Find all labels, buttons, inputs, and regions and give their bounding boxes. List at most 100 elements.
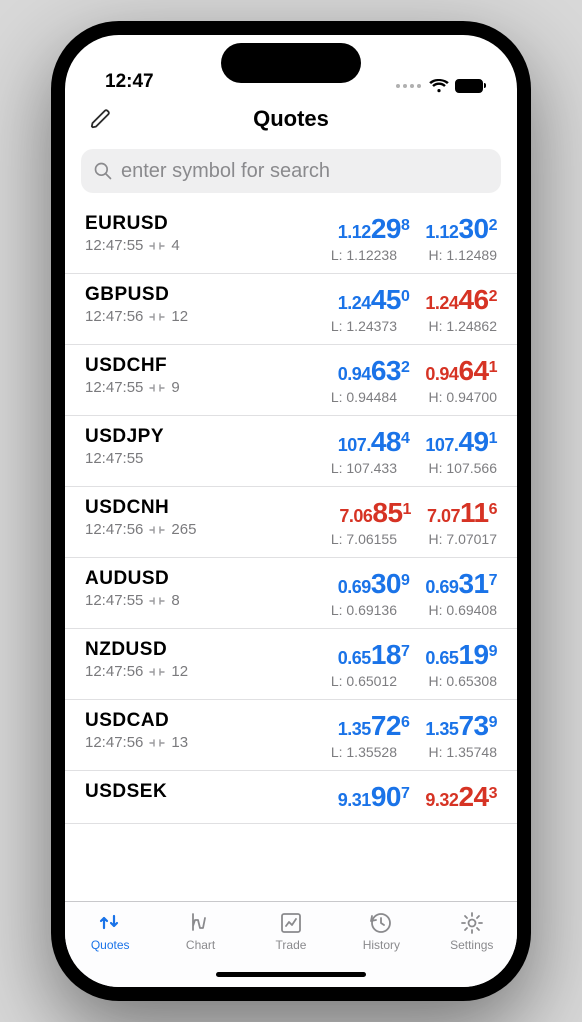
symbol: USDCAD [85, 710, 188, 732]
history-icon [366, 910, 396, 936]
low-high: L: 0.69136H: 0.69408 [313, 602, 497, 618]
quote-row[interactable]: AUDUSD 12:47:558 0.69309 0.69317 L: 0.69… [65, 558, 517, 629]
quote-row[interactable]: USDSEK 9.31907 9.32243 [65, 771, 517, 824]
price: 0.69309 [338, 568, 410, 600]
symbol: USDCNH [85, 497, 196, 519]
symbol: USDJPY [85, 426, 164, 448]
spread-value: 8 [171, 592, 179, 609]
spread-value: 4 [171, 237, 179, 254]
tab-settings[interactable]: Settings [436, 910, 508, 952]
spread-icon [149, 738, 165, 748]
quote-row[interactable]: GBPUSD 12:47:5612 1.24450 1.24462 L: 1.2… [65, 274, 517, 345]
tab-label: Settings [450, 938, 493, 952]
quote-row[interactable]: USDCHF 12:47:55 9 0.94632 0.94641 L: 0.94… [65, 345, 517, 416]
spread-icon [149, 383, 165, 393]
tab-trade[interactable]: Trade [255, 910, 327, 952]
quote-row[interactable]: USDJPY 12:47:55 107.484 107.491 L: 107.4… [65, 416, 517, 487]
quote-meta: 12:47:55 4 [85, 237, 180, 254]
spread-value: 9 [171, 379, 179, 396]
price: 0.69317 [425, 568, 497, 600]
price: 1.12298 [338, 213, 410, 245]
quote-time: 12:47:55 [85, 237, 143, 254]
search-placeholder: enter symbol for search [121, 160, 330, 183]
status-right [396, 79, 483, 93]
quote-row[interactable]: NZDUSD 12:47:5612 0.65187 0.65199 L: 0.6… [65, 629, 517, 700]
symbol: AUDUSD [85, 568, 180, 590]
price: 0.94632 [338, 355, 410, 387]
low-high: L: 1.12238H: 1.12489 [313, 247, 497, 263]
low-high: L: 7.06155H: 7.07017 [313, 531, 497, 547]
quote-meta: 12:47:5612 [85, 308, 188, 325]
dynamic-island [221, 43, 361, 83]
quote-time: 12:47:55 [85, 450, 143, 467]
edit-button[interactable] [87, 105, 115, 133]
bid-ask: 1.24450 1.24462 [338, 284, 497, 316]
spread-value: 12 [171, 308, 188, 325]
spread-icon [149, 312, 165, 322]
quotes-icon [95, 910, 125, 936]
tab-label: Chart [186, 938, 215, 952]
quote-time: 12:47:56 [85, 663, 143, 680]
quote-meta: 12:47:55 [85, 450, 164, 467]
price: 1.24450 [338, 284, 410, 316]
quote-row[interactable]: USDCAD 12:47:5613 1.35726 1.35739 L: 1.3… [65, 700, 517, 771]
price: 9.31907 [338, 781, 410, 813]
low-high: L: 1.24373H: 1.24862 [313, 318, 497, 334]
price: 107.491 [425, 426, 497, 458]
bid-ask: 7.06851 7.07116 [339, 497, 497, 529]
bid-ask: 107.484 107.491 [338, 426, 497, 458]
quote-meta: 12:47:55 9 [85, 379, 180, 396]
price: 1.35726 [338, 710, 410, 742]
quote-meta: 12:47:56 12 [85, 663, 188, 680]
cellular-dots-icon [396, 84, 421, 88]
spread-icon [149, 241, 165, 251]
tab-label: History [363, 938, 400, 952]
quote-time: 12:47:55 [85, 379, 143, 396]
spread-value: 265 [171, 521, 196, 538]
bid-ask: 1.12298 1.12302 [338, 213, 497, 245]
price: 7.07116 [427, 497, 497, 529]
low-high: L: 0.94484H: 0.94700 [313, 389, 497, 405]
spread-icon [149, 525, 165, 535]
tab-chart[interactable]: Chart [165, 910, 237, 952]
price: 1.24462 [425, 284, 497, 316]
price: 9.32243 [425, 781, 497, 813]
settings-icon [457, 910, 487, 936]
bid-ask: 1.35726 1.35739 [338, 710, 497, 742]
price: 0.65199 [425, 639, 497, 671]
symbol: USDCHF [85, 355, 180, 377]
screen: 12:47 Quotes enter symbol for search EUR… [65, 35, 517, 987]
tab-quotes[interactable]: Quotes [74, 910, 146, 952]
tab-label: Quotes [91, 938, 130, 952]
quote-meta: 12:47:558 [85, 592, 180, 609]
quote-row[interactable]: USDCNH 12:47:56 265 7.06851 7.07116 L: 7.… [65, 487, 517, 558]
tab-label: Trade [276, 938, 307, 952]
quote-time: 12:47:56 [85, 734, 143, 751]
chart-icon [186, 910, 216, 936]
price: 107.484 [338, 426, 410, 458]
quotes-list: EURUSD 12:47:55 4 1.12298 1.12302 L: 1.12… [65, 203, 517, 901]
quote-time: 12:47:56 [85, 521, 143, 538]
nav-header: Quotes [65, 95, 517, 143]
symbol: NZDUSD [85, 639, 188, 661]
spread-value: 12 [171, 663, 188, 680]
status-time: 12:47 [105, 71, 154, 93]
symbol: EURUSD [85, 213, 180, 235]
wifi-icon [429, 79, 449, 93]
search-input[interactable]: enter symbol for search [81, 149, 501, 193]
page-title: Quotes [253, 106, 329, 132]
symbol: GBPUSD [85, 284, 188, 306]
quote-row[interactable]: EURUSD 12:47:55 4 1.12298 1.12302 L: 1.12… [65, 203, 517, 274]
search-icon [93, 161, 113, 181]
phone-frame: 12:47 Quotes enter symbol for search EUR… [51, 21, 531, 1001]
battery-icon [455, 79, 483, 93]
tab-history[interactable]: History [345, 910, 417, 952]
quote-meta: 12:47:56 265 [85, 521, 196, 538]
price: 1.35739 [425, 710, 497, 742]
spread-value: 13 [171, 734, 188, 751]
price: 0.94641 [425, 355, 497, 387]
trade-icon [276, 910, 306, 936]
bid-ask: 0.94632 0.94641 [338, 355, 497, 387]
bid-ask: 0.65187 0.65199 [338, 639, 497, 671]
low-high: L: 107.433H: 107.566 [313, 460, 497, 476]
